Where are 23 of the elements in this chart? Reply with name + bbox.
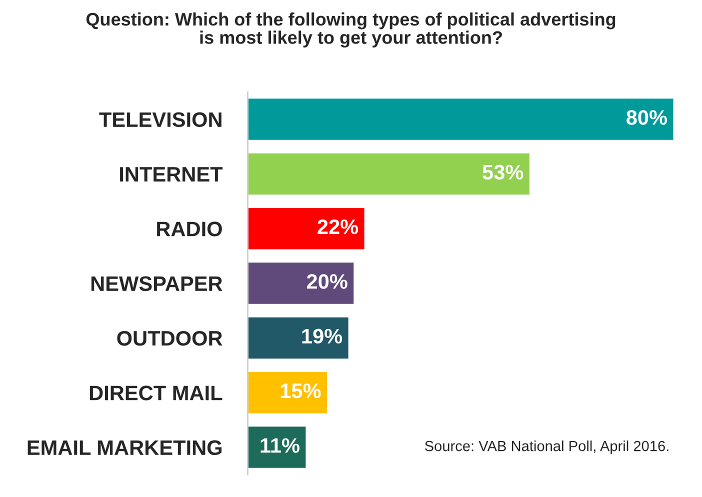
bar [248,370,328,415]
bar [248,206,366,251]
y-tick-label: OUTDOOR [117,330,222,346]
y-tick-label: INTERNET [120,167,223,182]
data-label: 22% [318,219,358,234]
data-label: 15% [280,384,321,398]
bar [248,425,308,470]
data-label: 11% [260,438,300,453]
y-tick-label: TELEVISION [99,112,222,128]
y-tick-label: NEWSPAPER [91,276,222,292]
data-label: 53% [482,164,524,180]
y-tick-label: EMAIL MARKETING [28,440,222,456]
data-label: 80% [626,110,667,125]
y-tick-label: DIRECT MAIL [90,386,222,400]
bar [248,97,674,142]
bar [248,261,356,306]
annotation: Source: VAB National Poll, April 2016. [424,440,668,454]
chart-title: Question: Which of the following types of political advertising is most likely to get your attention? [86,12,616,48]
y-tick-label: RADIO [157,222,222,236]
bar [248,152,531,196]
data-label: 20% [306,274,348,289]
bar [248,316,350,360]
data-label: 19% [302,328,342,344]
